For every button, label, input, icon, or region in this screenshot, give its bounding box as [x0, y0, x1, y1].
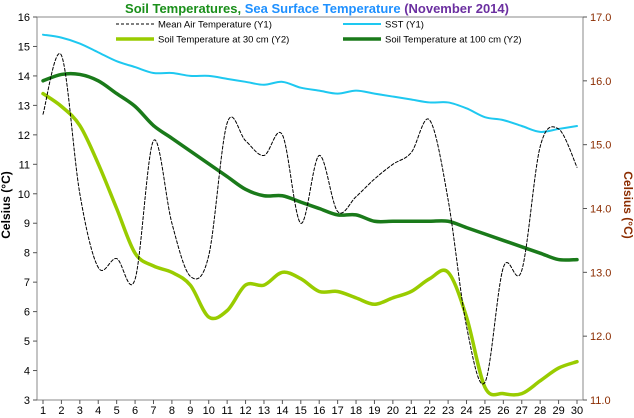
x-tick-label: 27 [516, 405, 528, 417]
x-tick-label: 12 [239, 405, 251, 417]
chart-title: Soil Temperatures, Sea Surface Temperatu… [125, 1, 509, 16]
y2-axis-title: Celsius (°C) [621, 171, 634, 238]
y1-tick-label: 11 [19, 159, 30, 171]
series-layer [41, 33, 579, 397]
y1-tick-label: 15 [18, 41, 30, 53]
axes: 34567891011121314151611.012.013.014.015.… [18, 12, 612, 417]
y2-tick-label: 15.0 [590, 140, 611, 152]
x-tick-label: 10 [203, 405, 215, 417]
x-tick-label: 25 [479, 405, 491, 417]
x-tick-label: 6 [132, 405, 138, 417]
y1-tick-label: 13 [18, 100, 30, 112]
x-tick-label: 19 [368, 405, 380, 417]
y1-tick-label: 4 [24, 366, 30, 378]
series-line-2 [42, 33, 578, 133]
y2-tick-label: 14.0 [590, 204, 611, 216]
series-line-3 [41, 91, 579, 397]
x-tick-label: 13 [258, 405, 270, 417]
y2-tick-label: 16.0 [590, 76, 611, 88]
x-tick-label: 24 [460, 405, 472, 417]
y1-tick-label: 5 [24, 336, 30, 348]
x-tick-label: 3 [77, 405, 83, 417]
legend: Mean Air Temperature (Y1) SST (Y1) Soil Te… [116, 20, 522, 46]
y1-tick-label: 14 [18, 71, 30, 83]
y1-tick-label: 6 [24, 307, 30, 319]
x-tick-label: 21 [405, 405, 417, 417]
legend-label: SST (Y1) [385, 20, 424, 31]
x-tick-label: 4 [95, 405, 101, 417]
x-tick-label: 1 [40, 405, 46, 417]
x-tick-label: 8 [169, 405, 175, 417]
x-tick-label: 18 [350, 405, 362, 417]
legend-label: Soil Temperature at 100 cm (Y2) [385, 35, 522, 46]
y1-tick-label: 7 [24, 277, 30, 289]
x-tick-label: 20 [387, 405, 399, 417]
x-tick-label: 11 [221, 405, 232, 417]
x-tick-label: 5 [114, 405, 120, 417]
x-tick-label: 16 [313, 405, 325, 417]
chart-title-part: Sea Surface Temperature [245, 1, 401, 16]
x-tick-label: 15 [295, 405, 307, 417]
x-tick-label: 26 [497, 405, 509, 417]
x-tick-label: 2 [58, 405, 64, 417]
x-tick-label: 17 [331, 405, 343, 417]
y1-tick-label: 3 [24, 395, 30, 407]
x-tick-label: 14 [276, 405, 288, 417]
chart-title-part: , [238, 1, 245, 16]
y1-tick-label: 16 [18, 12, 30, 24]
x-tick-label: 23 [442, 405, 454, 417]
chart-title-part: (November 2014) [401, 1, 509, 16]
y1-tick-label: 10 [18, 189, 30, 201]
series-line-4 [41, 71, 579, 262]
x-tick-label: 22 [424, 405, 436, 417]
x-tick-label: 9 [187, 405, 193, 417]
x-tick-label: 7 [150, 405, 156, 417]
y1-axis-title: Celsius (°C) [0, 171, 13, 238]
legend-label: Mean Air Temperature (Y1) [158, 20, 272, 31]
chart-title-part: Soil Temperatures [125, 1, 237, 16]
x-tick-label: 30 [571, 405, 583, 417]
y2-tick-label: 11.0 [590, 395, 611, 407]
x-tick-label: 29 [552, 405, 564, 417]
legend-label: Soil Temperature at 30 cm (Y2) [158, 35, 289, 46]
plot-frame [36, 16, 584, 401]
x-tick-label: 28 [534, 405, 546, 417]
series-line-1 [42, 52, 578, 385]
y2-tick-label: 17.0 [590, 12, 611, 24]
y1-tick-label: 8 [24, 248, 30, 260]
y1-tick-label: 9 [24, 218, 30, 230]
y1-tick-label: 12 [18, 130, 30, 142]
y2-tick-label: 13.0 [590, 267, 611, 279]
y2-tick-label: 12.0 [590, 331, 611, 343]
